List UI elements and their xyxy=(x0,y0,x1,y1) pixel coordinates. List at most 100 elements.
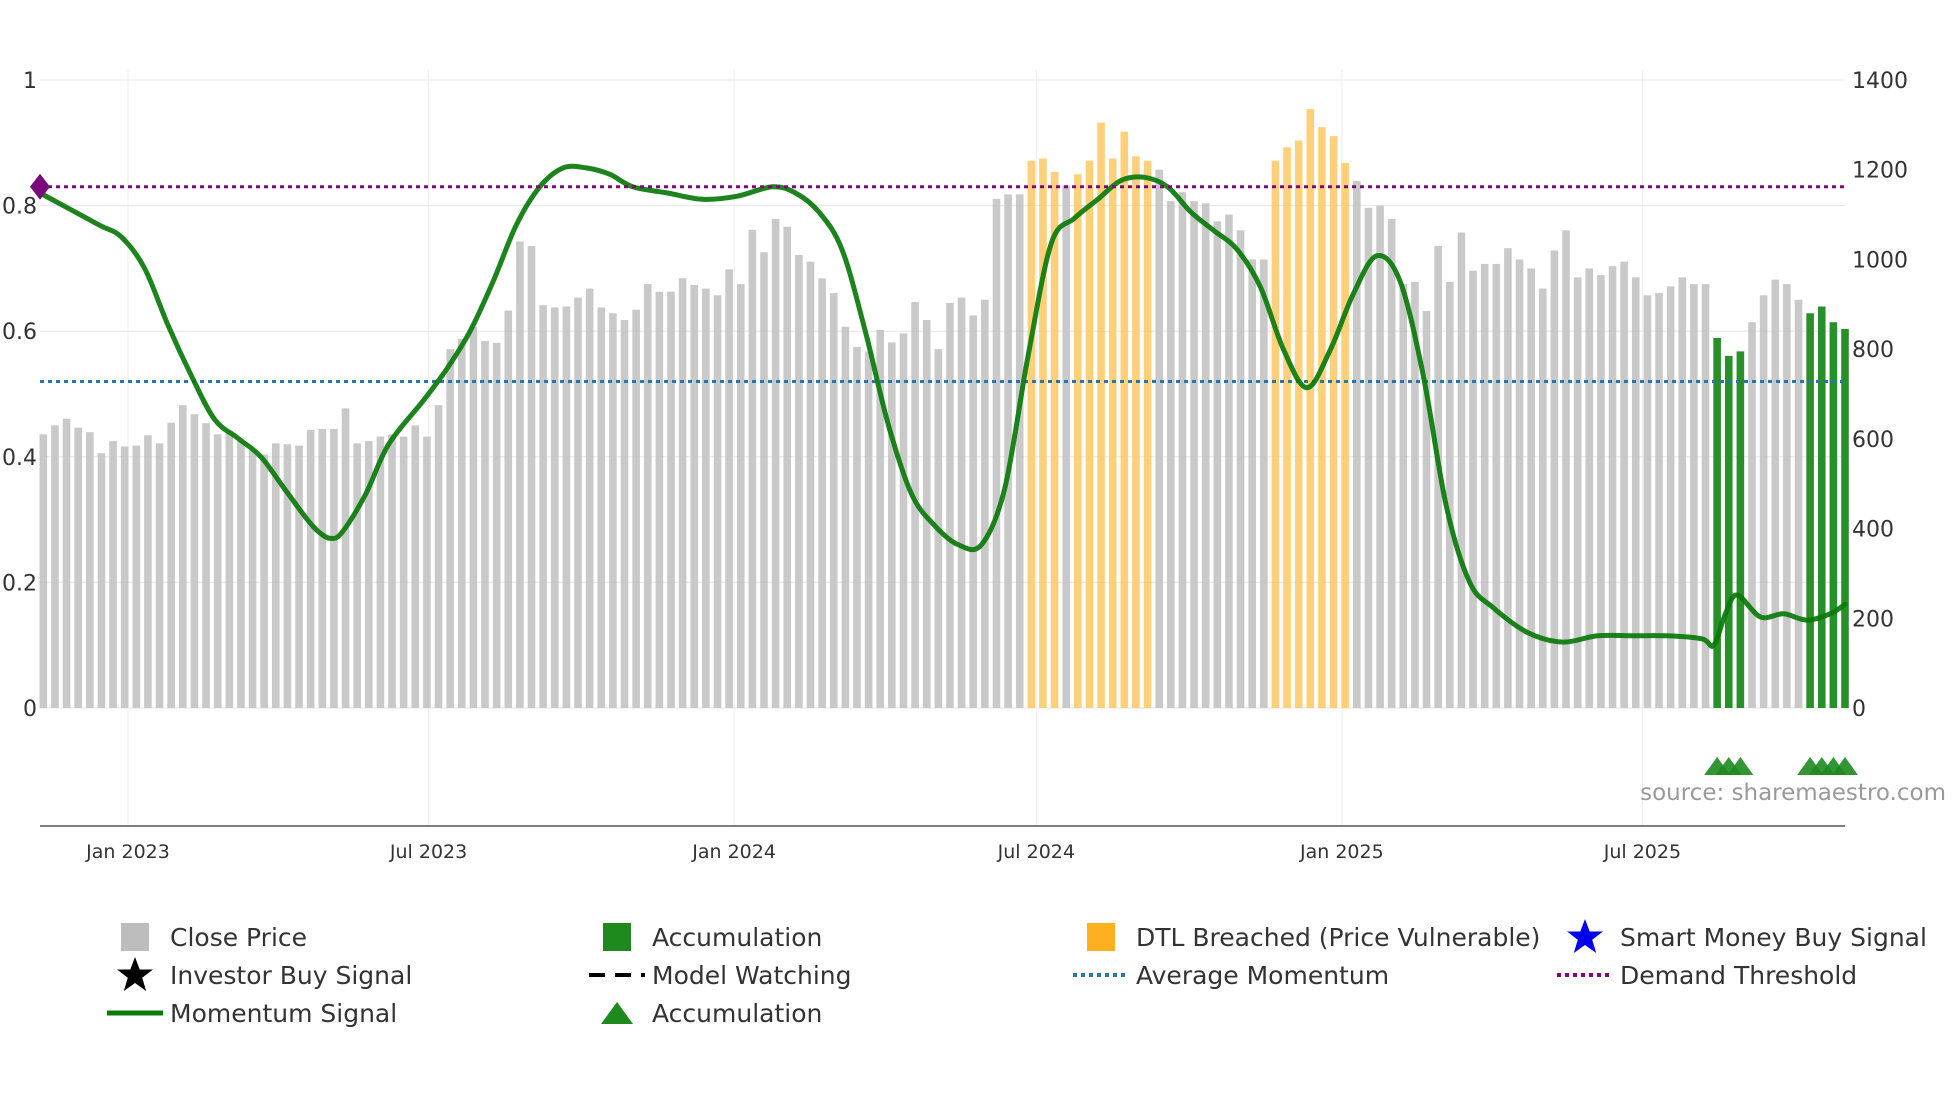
close-price-bar xyxy=(97,453,106,708)
x-tick-label: Jan 2024 xyxy=(691,841,776,863)
left-tick-label: 0.8 xyxy=(2,195,37,220)
close-price-bar xyxy=(1411,281,1419,708)
close-price-bar xyxy=(783,226,792,708)
dtl-breached-bar xyxy=(1294,140,1303,709)
close-price-bar xyxy=(1167,201,1175,708)
close-price-bar xyxy=(120,446,129,708)
close-price-bar xyxy=(516,241,524,708)
dtl-breached-bar xyxy=(1341,162,1349,708)
legend-label: Momentum Signal xyxy=(170,998,398,1028)
close-price-bar xyxy=(1236,230,1245,708)
close-price-bar xyxy=(1213,221,1222,709)
dtl-breached-bar xyxy=(1108,158,1117,708)
close-price-bar xyxy=(51,425,59,708)
left-tick-label: 1 xyxy=(23,69,37,94)
close-price-bar xyxy=(736,284,745,708)
close-price-bar xyxy=(1562,230,1570,708)
x-tick-label: Jan 2023 xyxy=(85,841,170,863)
close-price-bar xyxy=(1783,284,1791,708)
close-price-bar xyxy=(678,278,687,708)
close-price-bar xyxy=(1225,214,1233,709)
legend-item-momentum-signal: Momentum Signal xyxy=(100,996,397,1030)
close-price-bar xyxy=(841,326,850,708)
close-price-bar xyxy=(1515,259,1524,708)
dtl-breached-bar xyxy=(1039,158,1047,708)
close-price-bar xyxy=(1655,293,1663,708)
right-tick-label: 1400 xyxy=(1852,69,1908,94)
close-price-bar xyxy=(353,443,361,708)
black-dash-icon xyxy=(589,973,645,977)
close-price-bar xyxy=(1585,268,1594,708)
x-tick-label: Jul 2025 xyxy=(1603,841,1681,863)
close-price-bar xyxy=(1550,250,1559,708)
close-price-bar xyxy=(457,338,466,708)
dtl-breached-bar xyxy=(1271,160,1280,708)
dtl-breached-bar xyxy=(1027,160,1036,708)
close-price-bar xyxy=(1457,232,1466,708)
momentum-signal-line xyxy=(37,163,1848,649)
legend-label: Smart Money Buy Signal xyxy=(1620,922,1927,952)
accumulation-bar xyxy=(1829,322,1838,708)
dtl-breached-bar xyxy=(1329,136,1338,709)
close-price-bar xyxy=(271,443,280,708)
close-price-bar xyxy=(527,245,536,708)
dtl-breached-bar xyxy=(1283,147,1291,709)
close-price-bar xyxy=(829,293,838,708)
close-price-bar xyxy=(899,333,908,708)
close-price-bar xyxy=(888,342,896,708)
legend-item-average-momentum: Average Momentum xyxy=(1066,958,1389,992)
close-price-bar xyxy=(1701,284,1710,708)
right-tick-label: 200 xyxy=(1852,607,1894,632)
axes: Jan 2023 Jul 2023 Jan 2024 Jul 2024 Jan 2025… xyxy=(2,69,1908,863)
right-tick-label: 800 xyxy=(1852,338,1894,363)
close-price-bar xyxy=(237,441,245,708)
left-tick-label: 0.6 xyxy=(2,320,37,345)
close-price-bar xyxy=(771,219,780,709)
left-tick-label: 0.4 xyxy=(2,446,37,471)
close-price-bar xyxy=(1678,277,1687,708)
close-price-bar xyxy=(1353,180,1361,708)
right-tick-label: 0 xyxy=(1852,697,1866,722)
accumulation-bar xyxy=(1713,337,1721,708)
close-price-bar xyxy=(202,423,210,708)
close-price-bar xyxy=(388,434,396,708)
close-price-bar xyxy=(609,313,617,708)
legend-item-dtl-breached: DTL Breached (Price Vulnerable) xyxy=(1066,920,1540,954)
legend-label: DTL Breached (Price Vulnerable) xyxy=(1136,922,1541,952)
close-price-bar xyxy=(1597,275,1605,708)
signal-lines xyxy=(30,163,1848,649)
right-tick-label: 1000 xyxy=(1852,248,1908,273)
dtl-breached-bar xyxy=(1306,109,1315,708)
close-price-bar xyxy=(179,405,187,708)
close-price-bar xyxy=(562,306,571,708)
close-price-bar xyxy=(225,430,234,708)
accumulation-bar xyxy=(1736,351,1745,708)
close-price-bar xyxy=(748,229,757,708)
close-price-bar xyxy=(957,297,966,708)
close-price-bar xyxy=(620,319,629,708)
close-price-bar xyxy=(725,269,733,708)
close-price-bar xyxy=(539,305,547,708)
close-price-bar xyxy=(364,441,373,708)
left-tick-label: 0 xyxy=(23,697,37,722)
close-price-bar xyxy=(1492,263,1501,708)
close-price-bar xyxy=(1608,266,1617,708)
legend-item-model-watching: Model Watching xyxy=(582,958,852,992)
gray-square-icon xyxy=(121,923,149,951)
close-price-bar xyxy=(1387,219,1396,709)
close-price-bar xyxy=(341,408,350,708)
dtl-breached-bar xyxy=(1143,160,1152,708)
close-price-bar xyxy=(1422,311,1431,708)
close-price-bar xyxy=(248,450,257,708)
close-price-bar xyxy=(74,427,82,708)
source-note: source: sharemaestro.com xyxy=(1640,780,1946,806)
close-price-bar xyxy=(492,342,501,708)
legend-label: Demand Threshold xyxy=(1620,960,1858,990)
accumulation-markers xyxy=(1704,757,1858,775)
close-price-bar xyxy=(469,326,478,708)
close-price-bar xyxy=(795,254,803,708)
legend-item-demand-threshold: Demand Threshold xyxy=(1550,958,1857,992)
close-price-bar xyxy=(446,349,454,708)
close-price-bar xyxy=(1155,169,1163,708)
close-price-bar xyxy=(144,435,152,708)
